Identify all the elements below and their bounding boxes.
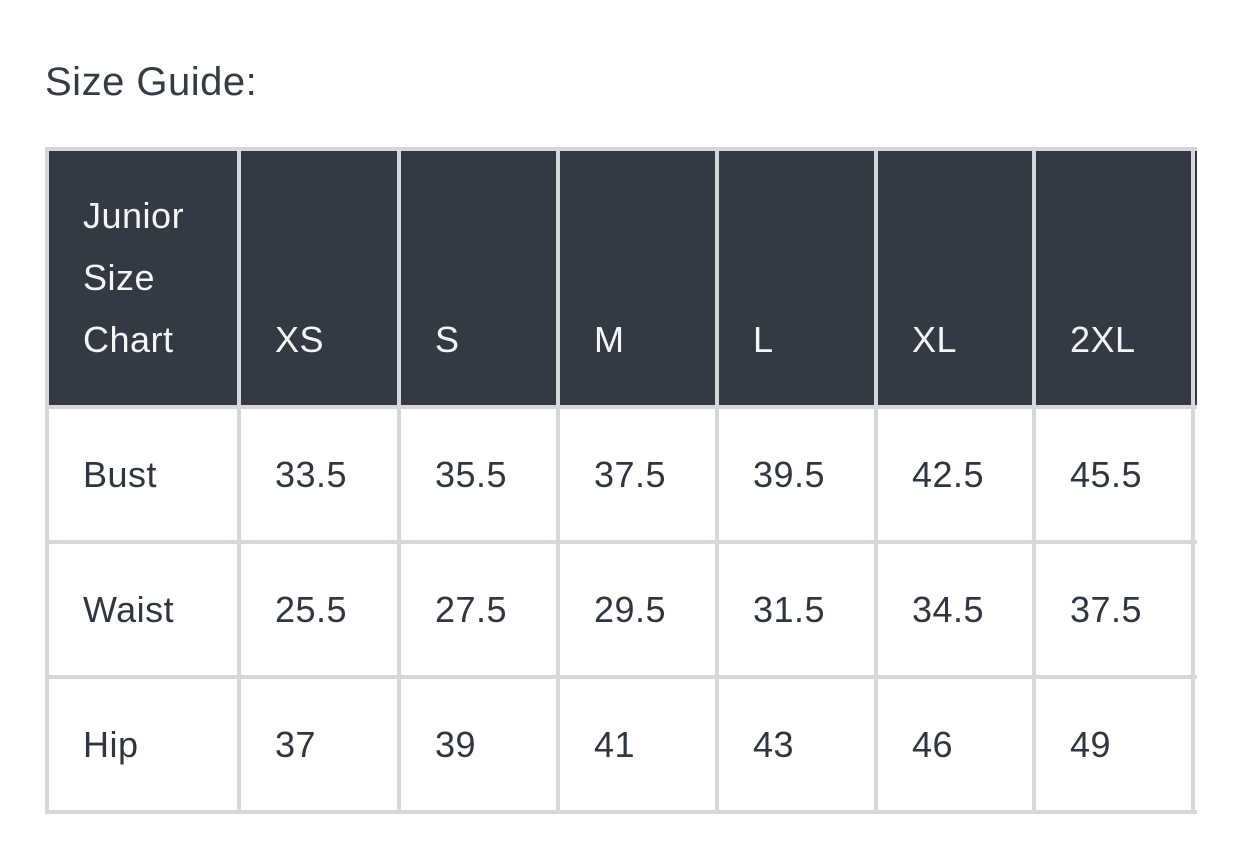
row-label-waist: Waist [45,540,241,679]
hip-2xl: 49 [1032,675,1195,814]
bust-clipped [1191,405,1197,544]
size-guide-section: Size Guide: Junior Size Chart XS S M L [45,60,1197,814]
header-col-xl: XL [874,147,1036,409]
hip-m: 41 [556,675,719,814]
bust-l: 39.5 [715,405,878,544]
header-col-clipped [1191,147,1197,409]
table-row-bust: Bust 33.5 35.5 37.5 39.5 42.5 45.5 [45,405,1197,544]
header-col-m: M [556,147,719,409]
header-col-2xl: 2XL [1032,147,1195,409]
row-label-bust: Bust [45,405,241,544]
waist-xs: 25.5 [237,540,401,679]
hip-xs: 37 [237,675,401,814]
header-corner-label: Junior Size Chart [45,147,241,409]
waist-clipped [1191,540,1197,679]
header-col-s: S [397,147,560,409]
waist-m: 29.5 [556,540,719,679]
header-col-l: L [715,147,878,409]
size-table-header: Junior Size Chart XS S M L XL 2XL [45,147,1197,409]
table-row-hip: Hip 37 39 41 43 46 49 [45,675,1197,814]
waist-l: 31.5 [715,540,878,679]
waist-2xl: 37.5 [1032,540,1195,679]
hip-l: 43 [715,675,878,814]
table-row-waist: Waist 25.5 27.5 29.5 31.5 34.5 37.5 [45,540,1197,679]
hip-clipped [1191,675,1197,814]
bust-2xl: 45.5 [1032,405,1195,544]
waist-xl: 34.5 [874,540,1036,679]
size-table-container: Junior Size Chart XS S M L XL 2XL Bust 3… [45,147,1197,814]
bust-s: 35.5 [397,405,560,544]
size-table-body: Bust 33.5 35.5 37.5 39.5 42.5 45.5 Waist… [45,405,1197,814]
waist-s: 27.5 [397,540,560,679]
bust-m: 37.5 [556,405,719,544]
header-col-xs: XS [237,147,401,409]
junior-size-table: Junior Size Chart XS S M L XL 2XL Bust 3… [45,147,1197,814]
size-guide-title: Size Guide: [45,60,258,104]
bust-xl: 42.5 [874,405,1036,544]
bust-xs: 33.5 [237,405,401,544]
row-label-hip: Hip [45,675,241,814]
header-row: Junior Size Chart XS S M L XL 2XL [45,147,1197,409]
hip-xl: 46 [874,675,1036,814]
hip-s: 39 [397,675,560,814]
